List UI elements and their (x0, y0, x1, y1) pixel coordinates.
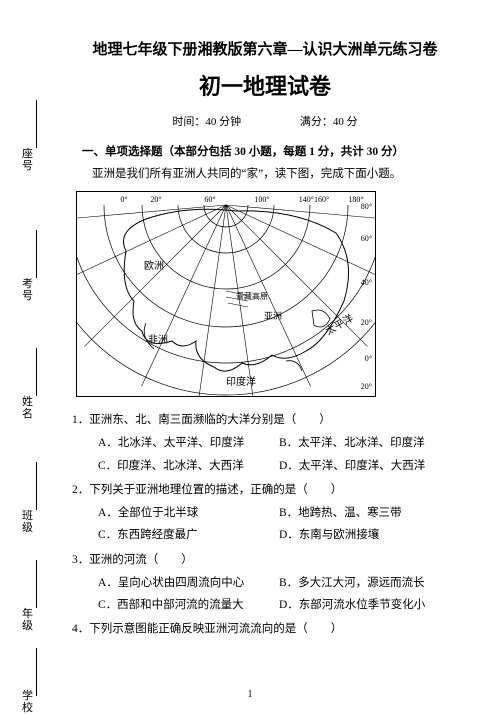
binding-underline (36, 100, 37, 148)
question: 4．下列示意图能正确反映亚洲河流流向的是（ ） (70, 619, 460, 641)
section-heading: 一、单项选择题（本部分包括 30 小题，每题 1 分，共计 30 分） (70, 143, 460, 159)
svg-text:40°: 40° (361, 278, 372, 287)
options: A．全部位于北半球B．地跨热、温、寒三带C．东西跨经度最广D．东南与欧洲接壤 (70, 502, 460, 547)
question: 1．亚洲东、北、南三面濒临的大洋分别是（ ）A．北冰洋、太平洋、印度洋B．太平洋… (70, 410, 460, 477)
binding-label: 班级 (22, 510, 33, 534)
option: A．北冰洋、太平洋、印度洋 (98, 432, 279, 454)
page-number: 1 (0, 689, 500, 700)
svg-text:20°: 20° (361, 318, 372, 327)
binding-label: 考号 (22, 278, 33, 302)
question-stem: 2．下列关于亚洲地理位置的描述，正确的是（ ） (70, 480, 460, 502)
option: D．东南与欧洲接壤 (279, 524, 460, 546)
binding-label: 年级 (22, 608, 33, 632)
svg-text:80°: 80° (361, 202, 372, 211)
binding-label: 座号 (22, 148, 33, 172)
question: 3．亚洲的河流（ ）A．呈向心状由四周流向中心B．多大江大河，源远而流长C．西部… (70, 550, 460, 617)
option: A．全部位于北半球 (98, 502, 279, 524)
option: D．太平洋、印度洋、大西洋 (279, 455, 460, 477)
svg-text:青藏高原: 青藏高原 (236, 291, 268, 301)
time-limit: 时间：40 分钟 (172, 116, 241, 128)
svg-text:欧洲: 欧洲 (144, 260, 164, 272)
option: C．东西跨经度最广 (98, 524, 279, 546)
question-stem: 1．亚洲东、北、南三面濒临的大洋分别是（ ） (70, 410, 460, 432)
option: B．多大江大河，源远而流长 (279, 572, 460, 594)
options: A．呈向心状由四周流向中心B．多大江大河，源远而流长C．西部和中部河流的流量大D… (70, 572, 460, 617)
intro-text: 亚洲是我们所有亚洲人共同的“家”，读下图，完成下面小题。 (70, 165, 460, 183)
option: D．东部河流水位季节变化小 (279, 594, 460, 616)
options: A．北冰洋、太平洋、印度洋B．太平洋、北冰洋、印度洋C．印度洋、北冰洋、大西洋D… (70, 432, 460, 477)
svg-text:20°: 20° (361, 382, 372, 391)
svg-text:100°: 100° (254, 195, 269, 204)
map-figure: 0°20°60°100°140°160°180°80°60°40°20°0°20… (76, 191, 460, 402)
title-main: 地理七年级下册湘教版第六章—认识大洲单元练习卷 (70, 38, 460, 59)
binding-underline (36, 348, 37, 396)
svg-text:140°160°: 140°160° (299, 195, 329, 204)
full-marks: 满分：40 分 (300, 116, 358, 128)
svg-text:20°: 20° (150, 195, 161, 204)
exam-page: 地理七年级下册湘教版第六章—认识大洲单元练习卷 初一地理试卷 时间：40 分钟 … (0, 0, 500, 641)
question-stem: 4．下列示意图能正确反映亚洲河流流向的是（ ） (70, 619, 460, 641)
option: B．太平洋、北冰洋、印度洋 (279, 432, 460, 454)
title-sub: 初一地理试卷 (70, 69, 460, 101)
svg-text:0°: 0° (365, 354, 372, 363)
questions-block: 1．亚洲东、北、南三面濒临的大洋分别是（ ）A．北冰洋、太平洋、印度洋B．太平洋… (70, 410, 460, 641)
binding-underline (36, 560, 37, 608)
option: C．西部和中部河流的流量大 (98, 594, 279, 616)
svg-text:非洲: 非洲 (148, 334, 168, 346)
option: B．地跨热、温、寒三带 (279, 502, 460, 524)
svg-text:亚洲: 亚洲 (264, 311, 282, 321)
binding-label: 姓名 (22, 396, 33, 420)
svg-text:0°: 0° (120, 195, 127, 204)
option: A．呈向心状由四周流向中心 (98, 572, 279, 594)
svg-text:60°: 60° (361, 234, 372, 243)
question-stem: 3．亚洲的河流（ ） (70, 550, 460, 572)
binding-underline (36, 462, 37, 510)
binding-underline (36, 230, 37, 278)
meta-row: 时间：40 分钟 满分：40 分 (70, 113, 460, 129)
option: C．印度洋、北冰洋、大西洋 (98, 455, 279, 477)
question: 2．下列关于亚洲地理位置的描述，正确的是（ ）A．全部位于北半球B．地跨热、温、… (70, 480, 460, 547)
asia-map: 0°20°60°100°140°160°180°80°60°40°20°0°20… (76, 191, 376, 397)
svg-text:印度洋: 印度洋 (226, 375, 256, 388)
svg-text:60°: 60° (204, 195, 215, 204)
